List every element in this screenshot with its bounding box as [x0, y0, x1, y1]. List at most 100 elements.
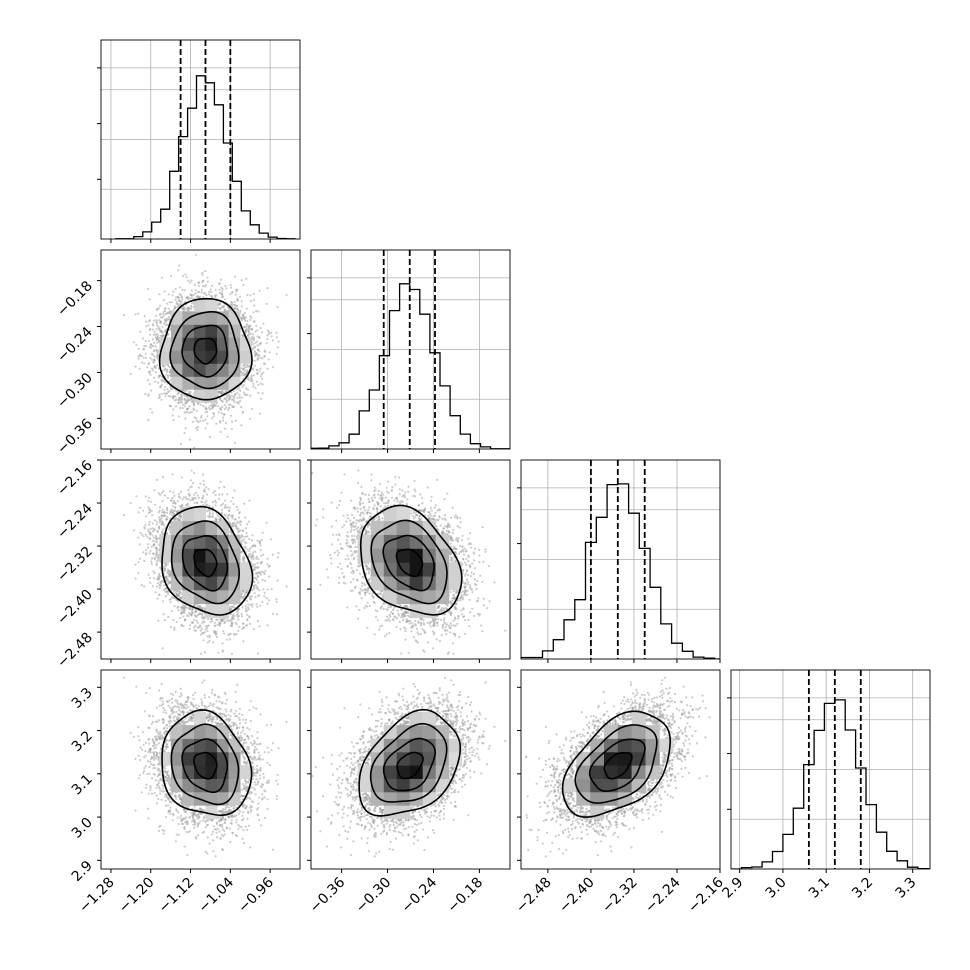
scatter-point [196, 428, 199, 431]
scatter-point [209, 404, 212, 407]
scatter-point [360, 597, 363, 600]
scatter-point [210, 417, 214, 420]
scatter-point [163, 494, 166, 497]
scatter-point [256, 329, 259, 332]
hist2d-cell [170, 534, 183, 549]
scatter-point [240, 319, 243, 322]
scatter-point [350, 513, 354, 517]
scatter-point [360, 581, 364, 585]
scatter-point [147, 511, 151, 515]
hist2d-cell [170, 363, 183, 377]
scatter-point [148, 715, 151, 718]
scatter-point [225, 400, 228, 404]
scatter-point [258, 370, 261, 373]
scatter-point [197, 290, 200, 293]
scatter-point [427, 510, 430, 514]
scatter-point [177, 304, 180, 307]
scatter-point [275, 598, 278, 601]
scatter-point [240, 300, 243, 303]
scatter-point [270, 588, 273, 591]
panel-frame [100, 459, 301, 660]
scatter-point [271, 612, 274, 616]
scatter-point [250, 734, 254, 738]
scatter-point [186, 504, 189, 507]
scatter-point [276, 346, 279, 349]
scatter-point [148, 520, 151, 524]
scatter-point [224, 427, 227, 430]
scatter-point [436, 624, 439, 627]
scatter-point [256, 764, 259, 768]
scatter-point [358, 572, 362, 576]
scatter-point [156, 334, 160, 337]
scatter-point [254, 341, 257, 345]
scatter-point [185, 816, 188, 819]
scatter-point [255, 577, 258, 580]
scatter-point [223, 413, 226, 416]
scatter-point [450, 612, 453, 615]
scatter-point [177, 401, 180, 405]
scatter-point [221, 825, 224, 829]
scatter-point [166, 497, 169, 500]
scatter-point [245, 599, 249, 602]
scatter-point [221, 493, 224, 496]
scatter-point [155, 520, 158, 523]
scatter-point [355, 519, 358, 522]
scatter-point [180, 692, 183, 695]
scatter-point [240, 316, 243, 320]
scatter-point [470, 543, 473, 546]
scatter-point [394, 496, 397, 500]
scatter-point [210, 284, 214, 287]
scatter-point [463, 633, 467, 636]
scatter-point [137, 561, 140, 564]
scatter-point [235, 288, 238, 291]
scatter-point [138, 774, 141, 777]
scatter-point [246, 535, 249, 538]
scatter-point [209, 435, 212, 438]
hist2d-cell [170, 548, 183, 563]
scatter-point [236, 307, 239, 311]
scatter-point [246, 726, 249, 730]
scatter-point [217, 391, 220, 394]
scatter-point [202, 296, 205, 299]
hist2d-cell [205, 298, 218, 312]
scatter-point [167, 582, 170, 585]
scatter-point [172, 418, 175, 422]
scatter-point [184, 427, 187, 430]
scatter-point [460, 550, 463, 553]
scatter-point [249, 299, 252, 303]
hist2d-cell [228, 534, 241, 549]
scatter-point [251, 380, 254, 383]
scatter-point [355, 535, 359, 538]
scatter-point [322, 508, 325, 511]
scatter-point [255, 557, 258, 560]
scatter-point [248, 806, 251, 809]
scatter-point [266, 557, 269, 560]
scatter-point [212, 825, 215, 828]
scatter-point [244, 326, 247, 329]
scatter-point [238, 712, 241, 715]
scatter-point [204, 821, 207, 824]
scatter-point [481, 630, 484, 633]
scatter-point [251, 762, 254, 765]
scatter-point [381, 624, 384, 627]
scatter-point [221, 712, 224, 716]
hist2d-cell [448, 576, 463, 591]
scatter-point [213, 621, 217, 624]
scatter-point [442, 609, 445, 612]
hist2d-cell [228, 311, 241, 325]
scatter-point [410, 512, 413, 515]
scatter-point [421, 502, 424, 505]
scatter-point [275, 797, 278, 801]
scatter-point [172, 491, 175, 494]
scatter-point [266, 624, 269, 627]
scatter-point [258, 412, 262, 415]
scatter-point [179, 406, 182, 410]
scatter-point [422, 649, 425, 652]
scatter-point [180, 694, 183, 697]
scatter-point [236, 299, 240, 302]
scatter-point [422, 622, 425, 625]
scatter-point [181, 395, 184, 398]
scatter-point [250, 595, 253, 598]
scatter-point [239, 399, 242, 402]
scatter-point [478, 614, 481, 617]
